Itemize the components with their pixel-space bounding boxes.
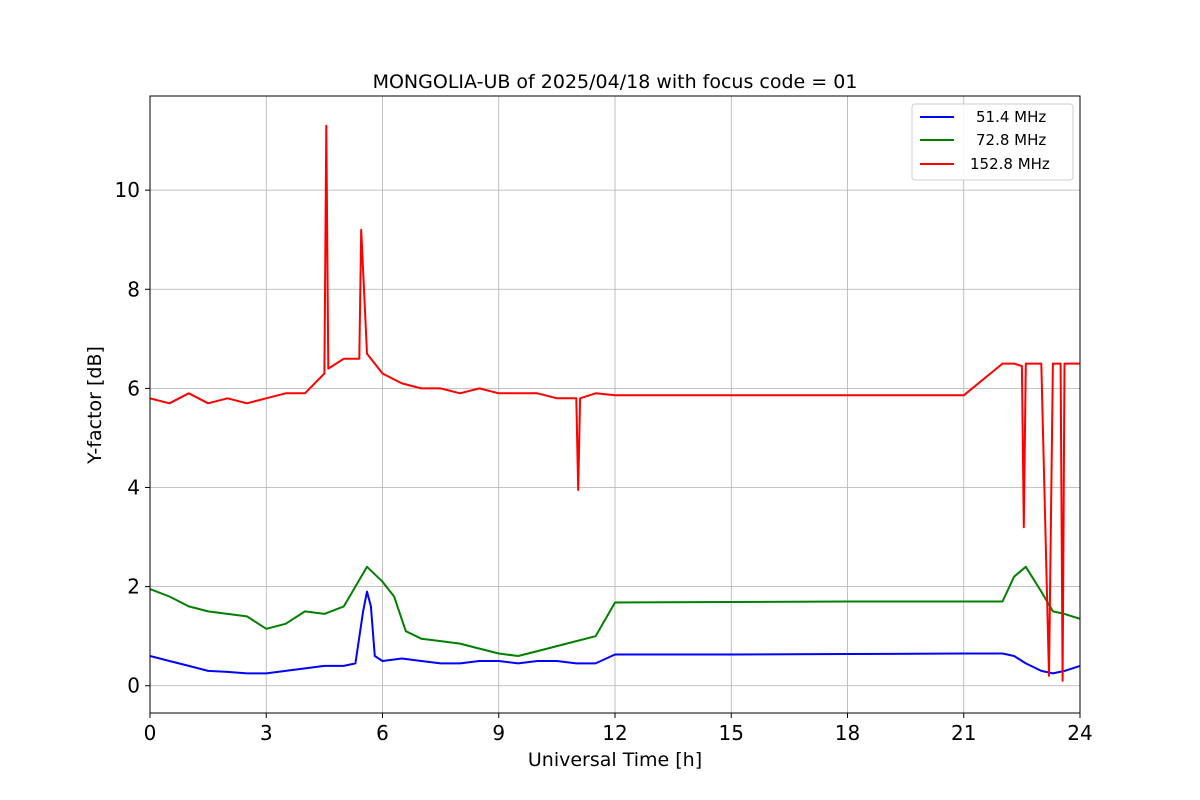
chart-title: MONGOLIA-UB of 2025/04/18 with focus cod…: [373, 71, 858, 93]
y-tick-label: 6: [127, 376, 140, 400]
y-tick-label: 2: [127, 575, 140, 599]
y-tick-label: 8: [127, 277, 140, 301]
series-line-51-4-mhz: [150, 590, 1080, 675]
x-tick-label: 18: [835, 721, 860, 745]
x-tick-label: 0: [144, 721, 157, 745]
x-tick-label: 3: [260, 721, 273, 745]
y-axis-label: Y-factor [dB]: [84, 346, 106, 465]
x-tick-label: 6: [376, 721, 389, 745]
legend: 51.4 MHz 72.8 MHz 152.8 MHz: [911, 103, 1074, 181]
legend-label-51-4: 51.4 MHz: [976, 108, 1046, 126]
x-tick-label: 12: [602, 721, 627, 745]
series-line-72-8-mhz: [150, 565, 1080, 657]
y-tick-label: 0: [127, 674, 140, 698]
x-tick-label: 21: [951, 721, 976, 745]
x-axis-label: Universal Time [h]: [528, 749, 702, 771]
x-tick-label: 9: [492, 721, 505, 745]
legend-box: [911, 103, 1074, 181]
legend-label-152-8: 152.8 MHz: [970, 155, 1050, 173]
x-tick-label: 24: [1067, 721, 1092, 745]
x-tick-label: 15: [719, 721, 744, 745]
series-layer: [150, 124, 1080, 682]
y-tick-label: 4: [127, 476, 140, 500]
series-line-152-8-mhz: [150, 124, 1080, 682]
y-tick-label: 10: [115, 178, 140, 202]
legend-label-72-8: 72.8 MHz: [976, 131, 1046, 149]
